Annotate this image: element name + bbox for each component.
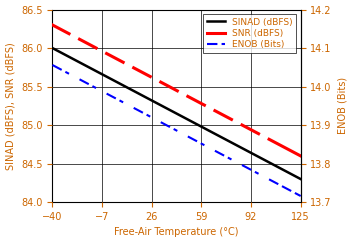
ENOB (Bits) xyxy=(67,72,71,75)
Legend: SINAD (dBFS), SNR (dBFS), ENOB (Bits): SINAD (dBFS), SNR (dBFS), ENOB (Bits) xyxy=(203,14,296,53)
X-axis label: Free-Air Temperature (°C): Free-Air Temperature (°C) xyxy=(114,227,239,237)
SNR (dBFS) xyxy=(50,24,55,26)
ENOB (Bits) xyxy=(50,64,55,67)
Line: ENOB (Bits): ENOB (Bits) xyxy=(53,65,69,74)
Y-axis label: SINAD (dBFS), SNR (dBFS): SINAD (dBFS), SNR (dBFS) xyxy=(6,42,16,170)
Y-axis label: ENOB (Bits): ENOB (Bits) xyxy=(337,77,347,134)
Line: SNR (dBFS): SNR (dBFS) xyxy=(53,25,69,34)
SNR (dBFS) xyxy=(67,32,71,35)
